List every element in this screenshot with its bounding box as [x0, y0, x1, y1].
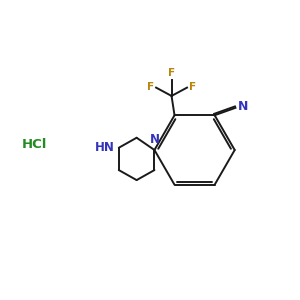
Text: F: F: [168, 68, 175, 78]
Text: F: F: [147, 82, 154, 92]
Text: N: N: [150, 134, 160, 146]
Text: HN: HN: [95, 141, 115, 154]
Text: HCl: HCl: [22, 138, 48, 151]
Text: F: F: [189, 82, 196, 92]
Text: N: N: [238, 100, 248, 113]
